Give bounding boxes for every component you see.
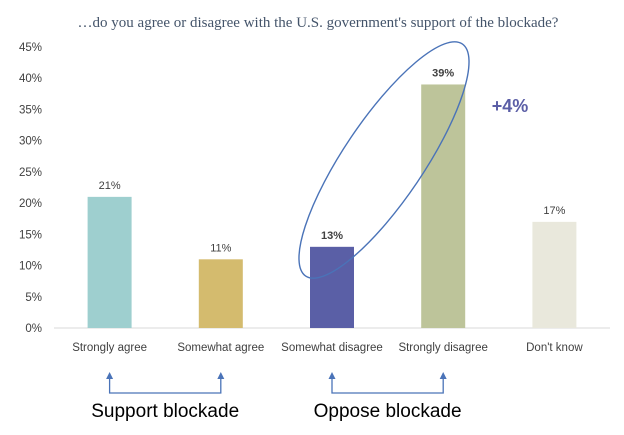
y-tick-label: 40% xyxy=(19,73,42,85)
y-tick-label: 0% xyxy=(25,323,42,335)
y-tick-label: 20% xyxy=(19,198,42,210)
callout-label: +4% xyxy=(492,96,529,116)
y-tick-label: 15% xyxy=(19,229,42,241)
group-label: Support blockade xyxy=(91,401,239,422)
group-brackets: Support blockade Oppose blockade xyxy=(91,372,462,422)
y-tick-label: 30% xyxy=(19,136,42,148)
category-label: Somewhat disagree xyxy=(281,342,383,354)
group-bracket xyxy=(108,376,222,394)
bars xyxy=(87,84,577,328)
data-label: 21% xyxy=(99,180,121,192)
category-label: Somewhat agree xyxy=(177,342,264,354)
data-labels: 21% 11% 13% 39% 17% xyxy=(99,67,566,254)
data-label: 17% xyxy=(543,205,565,217)
data-label: 13% xyxy=(321,230,343,242)
category-labels: Strongly agree Somewhat agree Somewhat dis… xyxy=(72,342,583,354)
bar xyxy=(421,84,466,328)
y-tick-label: 25% xyxy=(19,167,42,179)
data-label: 11% xyxy=(210,242,231,254)
arrow-head xyxy=(106,372,114,379)
category-label: Strongly agree xyxy=(72,342,147,354)
highlight-ellipse xyxy=(298,41,470,279)
y-tick-label: 35% xyxy=(19,104,42,116)
arrow-head xyxy=(439,372,447,379)
bar xyxy=(532,221,577,328)
group-label: Oppose blockade xyxy=(314,401,462,422)
arrow-head xyxy=(328,372,336,379)
y-tick-label: 5% xyxy=(25,292,42,304)
category-label: Don't know xyxy=(526,342,583,354)
y-tick-label: 10% xyxy=(19,261,42,273)
chart-title: …do you agree or disagree with the U.S. … xyxy=(78,15,559,31)
y-tick-label: 45% xyxy=(19,42,42,54)
category-label: Strongly disagree xyxy=(398,342,488,354)
y-axis: 0% 5% 10% 15% 20% 25% 30% 35% 40% 45% xyxy=(19,42,42,335)
arrow-head xyxy=(217,372,225,379)
bar xyxy=(310,246,354,328)
bar xyxy=(198,259,243,328)
bar xyxy=(87,196,132,328)
data-label: 39% xyxy=(432,67,454,79)
group-bracket xyxy=(331,376,444,394)
